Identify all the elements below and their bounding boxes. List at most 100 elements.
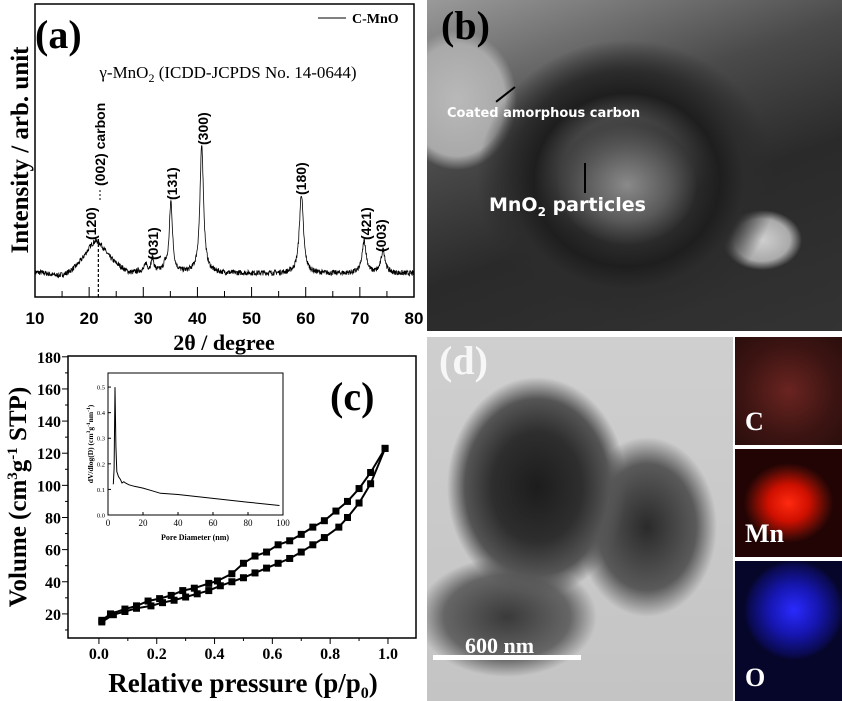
x-tick-label: 0.8 xyxy=(320,646,340,663)
data-point xyxy=(297,530,305,538)
y-tick-label: 180 xyxy=(37,350,61,367)
eds-map-label: C xyxy=(745,407,764,436)
tem-image-b: (b) Coated amorphous carbon MnO2 particl… xyxy=(427,0,842,331)
inset-ticks: 0 20 40 60 80 100 0.0 0.1 0.2 0.3 0.4 0.5 xyxy=(97,385,290,528)
peak-label: (031) xyxy=(145,227,161,260)
x-tick-label: 60 xyxy=(296,309,315,328)
data-point xyxy=(286,554,294,562)
data-point xyxy=(216,582,224,590)
inset-y-tick-label: 0.1 xyxy=(97,487,105,494)
inset-y-tick-label: 0.0 xyxy=(97,513,105,520)
inset-x-axis-label: Pore Diameter (nm) xyxy=(161,533,229,542)
data-point xyxy=(193,590,201,598)
data-point xyxy=(320,534,328,542)
data-point xyxy=(179,587,187,595)
data-point xyxy=(332,507,340,515)
data-point xyxy=(190,584,198,592)
eds-map-o: O xyxy=(735,561,842,701)
inset-y-tick-label: 0.3 xyxy=(97,436,105,443)
xrd-chart: 10 20 30 40 50 60 70 80 (120) (031) (131) (300) (18… xyxy=(7,3,424,355)
data-point xyxy=(156,595,164,603)
inset-frame xyxy=(107,372,284,516)
data-point xyxy=(343,513,351,521)
peak-label: (180) xyxy=(293,162,309,195)
data-point xyxy=(205,587,213,595)
inset-x-tick-label: 100 xyxy=(276,518,290,528)
inset-x-tick-label: 60 xyxy=(209,518,219,528)
inset-x-tick-label: 40 xyxy=(174,518,184,528)
data-point xyxy=(263,564,271,572)
y-tick-label: 20 xyxy=(45,607,61,624)
y-tick-label: 140 xyxy=(37,414,61,431)
x-tick-label: 80 xyxy=(405,309,424,328)
data-point xyxy=(367,480,375,488)
eds-map-label: O xyxy=(745,663,766,692)
arrow-icon xyxy=(584,163,586,193)
tem-image-d: (d) 600 nm xyxy=(427,337,733,701)
carbon-peak-label: (002) carbon xyxy=(92,103,108,186)
data-point xyxy=(320,517,328,525)
data-point xyxy=(343,497,351,505)
data-point xyxy=(251,552,259,560)
isotherm-y-axis-label: Volume (cm3g-1 STP) xyxy=(5,387,32,607)
data-point xyxy=(251,569,259,577)
eds-map-c: C xyxy=(735,337,842,445)
x-tick-label: 0.0 xyxy=(89,646,109,663)
xrd-reference-title: γ-MnO2 (ICDD-JCPDS No. 14-0644) xyxy=(98,63,356,85)
data-point xyxy=(274,541,282,549)
data-point xyxy=(228,570,236,578)
data-point xyxy=(167,591,175,599)
inset-y-tick-label: 0.2 xyxy=(97,461,105,468)
scale-bar xyxy=(433,655,581,660)
panel-c-label: (c) xyxy=(330,374,374,419)
arrow-icon xyxy=(495,86,516,103)
isotherm-plot-frame xyxy=(67,355,417,639)
x-tick-label: 30 xyxy=(134,309,153,328)
panel-a-label: (a) xyxy=(35,12,82,57)
peak-label: (421) xyxy=(358,207,374,240)
isotherm-x-axis-label: Relative pressure (p/p0) xyxy=(108,668,378,701)
x-tick-label: 70 xyxy=(350,309,369,328)
x-tick-label: 20 xyxy=(80,309,99,328)
x-tick-label: 0.6 xyxy=(262,646,282,663)
x-tick-label: 40 xyxy=(188,309,207,328)
data-point xyxy=(355,499,363,507)
peak-label: (003) xyxy=(373,219,389,252)
inset-series-line xyxy=(112,387,280,506)
x-tick-label: 0.4 xyxy=(205,646,225,663)
data-point xyxy=(263,548,271,556)
inset-y-tick-label: 0.4 xyxy=(97,410,106,417)
y-tick-label: 40 xyxy=(45,575,61,592)
data-point xyxy=(286,537,294,545)
data-point xyxy=(355,485,363,493)
inset-x-tick-label: 80 xyxy=(244,518,254,528)
data-point xyxy=(205,579,213,587)
panel-d-label: (d) xyxy=(439,338,488,383)
xrd-y-axis-label: Intensity / arb. unit xyxy=(7,46,34,254)
x-tick-label: 10 xyxy=(26,309,45,328)
data-point xyxy=(170,596,178,604)
peak-label: (131) xyxy=(164,167,180,200)
data-point xyxy=(309,523,317,531)
data-point xyxy=(239,574,247,582)
peak-label: (300) xyxy=(195,112,211,145)
isotherm-ticks: 0.0 0.2 0.4 0.6 0.8 1.0 20 40 60 80 100 120 140 160 18… xyxy=(37,350,398,663)
annotation-mno2-particles: MnO2 particles xyxy=(489,194,646,219)
data-point xyxy=(213,577,221,585)
data-point xyxy=(274,559,282,567)
data-point xyxy=(297,548,305,556)
isotherm-series xyxy=(98,444,389,626)
data-point xyxy=(228,578,236,586)
inset-x-tick-label: 0 xyxy=(106,518,111,528)
peak-label: (120) xyxy=(83,207,99,240)
annotation-coated-carbon: Coated amorphous carbon xyxy=(447,106,641,121)
data-point xyxy=(159,599,167,607)
panel-b-label: (b) xyxy=(441,3,490,48)
y-tick-label: 100 xyxy=(37,478,61,495)
x-tick-label: 1.0 xyxy=(378,646,398,663)
data-point xyxy=(182,593,190,601)
eds-map-mn: Mn xyxy=(735,449,842,557)
data-point xyxy=(367,468,375,476)
x-tick-label: 50 xyxy=(242,309,261,328)
y-tick-label: 120 xyxy=(37,446,61,463)
